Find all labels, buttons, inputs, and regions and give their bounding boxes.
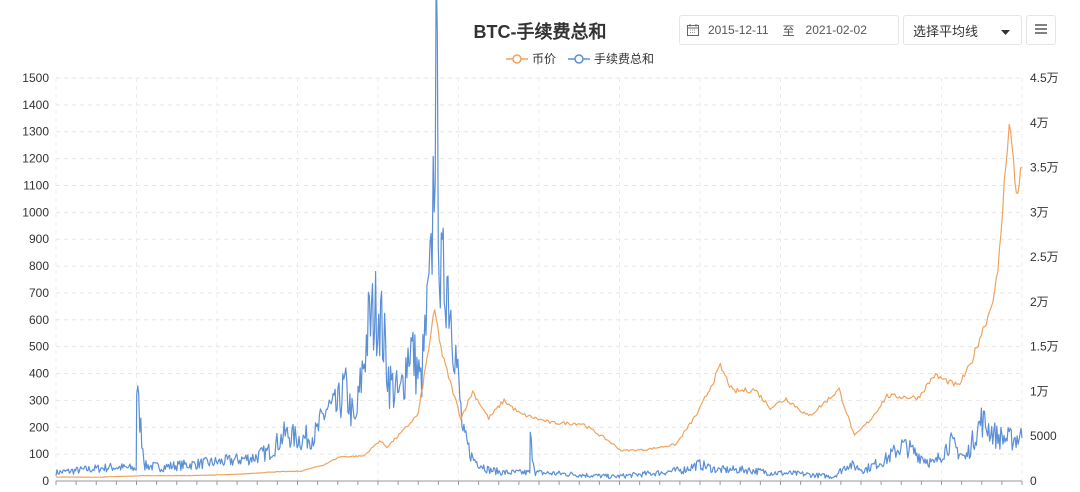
y-right-tick-label: 2万 (1030, 295, 1049, 309)
y-left-tick-label: 600 (29, 313, 49, 327)
legend-price-marker-icon (505, 53, 528, 64)
legend-item-fees[interactable]: 手续费总和 (568, 50, 654, 67)
y-right-tick-label: 2.5万 (1030, 250, 1059, 264)
calendar-icon (687, 24, 699, 36)
end-date-input[interactable]: 2021-02-02 (805, 23, 867, 37)
y-right-tick-label: 0 (1030, 474, 1037, 488)
y-left-tick-label: 200 (29, 420, 49, 434)
y-left-tick-label: 100 (29, 447, 49, 461)
legend-fees-marker-icon (568, 53, 590, 64)
legend-fees-label: 手续费总和 (594, 52, 655, 66)
y-left-tick-label: 400 (29, 367, 49, 381)
y-left-tick-label: 1400 (22, 98, 49, 112)
y-left-tick-label: 1300 (22, 125, 49, 139)
y-left-tick-label: 500 (29, 340, 49, 354)
chart-menu-button[interactable] (1026, 15, 1056, 45)
y-right-tick-label: 4万 (1030, 116, 1049, 130)
hamburger-menu-icon (1035, 21, 1047, 39)
y-right-tick-label: 3万 (1030, 205, 1049, 219)
legend-price-label: 币价 (531, 52, 556, 66)
y-left-tick-label: 1200 (22, 152, 49, 166)
y-right-tick-label: 1万 (1030, 384, 1049, 398)
y-left-tick-label: 300 (29, 393, 49, 407)
legend-item-price[interactable]: 币价 (505, 50, 556, 67)
moving-average-select[interactable]: 选择平均线 (903, 15, 1022, 45)
date-separator: 至 (782, 23, 795, 38)
y-right-tick-label: 3.5万 (1030, 161, 1059, 175)
y-left-tick-label: 1500 (22, 71, 49, 85)
start-date-input[interactable]: 2015-12-11 (708, 23, 769, 37)
y-left-tick-label: 900 (29, 232, 49, 246)
y-right-tick-label: 5000 (1030, 429, 1057, 443)
date-range-picker[interactable]: 2015-12-11 至 2021-02-02 (679, 15, 899, 45)
y-left-tick-label: 1100 (23, 178, 49, 192)
series-line-price (55, 123, 1023, 478)
series-line-fees (55, 0, 1023, 480)
caret-down-icon (1001, 25, 1010, 40)
chart-legend: 币价 手续费总和 (0, 50, 1080, 67)
moving-average-select-label: 选择平均线 (913, 23, 979, 39)
y-left-tick-label: 800 (29, 259, 49, 273)
chart-title: BTC-手续费总和 (473, 22, 607, 42)
y-right-tick-label: 4.5万 (1030, 71, 1059, 85)
y-left-tick-label: 0 (42, 474, 49, 488)
y-left-tick-label: 1000 (22, 205, 49, 219)
y-left-tick-label: 700 (29, 286, 49, 300)
y-right-tick-label: 1.5万 (1030, 340, 1059, 354)
